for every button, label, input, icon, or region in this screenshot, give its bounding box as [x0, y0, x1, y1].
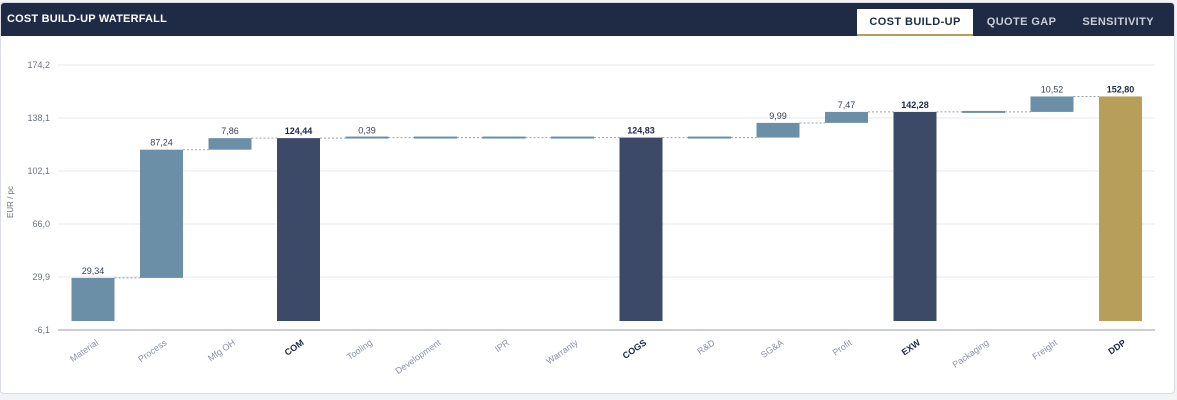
x-tick-label: COM — [283, 337, 306, 357]
bar-ipr — [482, 136, 526, 139]
bar-warranty — [551, 136, 594, 139]
bar-process — [140, 149, 183, 278]
x-tick-label: IPR — [493, 337, 511, 354]
bar-layer — [71, 96, 1142, 322]
waterfall-panel: COST BUILD-UP WATERFALL COST BUILD-UP QU… — [0, 2, 1175, 394]
x-tick-label: R&D — [695, 337, 717, 356]
bar-material — [71, 277, 115, 322]
view-tabs: COST BUILD-UP QUOTE GAP SENSITIVITY — [855, 9, 1166, 36]
y-axis-label: EUR / pc — [6, 186, 15, 218]
bar-cogs — [619, 137, 663, 322]
x-tick-label: Warranty — [544, 337, 580, 366]
data-label: 9,99 — [769, 111, 787, 121]
x-tick-label: SG&A — [759, 337, 785, 360]
bar-freight — [1030, 96, 1074, 112]
connector-layer — [114, 95, 1099, 279]
bar-r-d — [688, 136, 731, 139]
grid-layer: 174,2 138,1 102,1 66,0 29,9 -6,1 — [27, 60, 1155, 335]
x-tick-label: EXW — [900, 337, 923, 357]
x-tick-label: DDP — [1106, 337, 1127, 356]
data-label: 142,28 — [901, 100, 929, 110]
panel-header: COST BUILD-UP WATERFALL COST BUILD-UP QU… — [1, 3, 1174, 36]
y-tick-label: 138,1 — [27, 113, 50, 123]
x-tick-label: Development — [393, 337, 443, 376]
x-tick-label: Packaging — [950, 337, 990, 369]
panel-title: COST BUILD-UP WATERFALL — [7, 13, 168, 25]
y-tick-label: 174,2 — [27, 60, 50, 70]
x-tick-label: Mfg OH — [206, 337, 237, 363]
data-label: 87,24 — [150, 138, 173, 148]
bar-profit — [825, 111, 868, 123]
data-label: 124,44 — [285, 126, 313, 136]
x-tick-label: Tooling — [345, 337, 374, 362]
data-label: 124,83 — [627, 126, 655, 136]
y-tick-label: 29,9 — [32, 272, 50, 282]
bar-development — [414, 136, 457, 139]
y-tick-label: 66,0 — [32, 219, 50, 229]
x-tick-label: Profit — [831, 337, 854, 358]
data-label: 29,34 — [82, 266, 105, 276]
bar-exw — [893, 111, 937, 322]
x-tick-label: COGS — [621, 337, 648, 360]
bar-mfg-oh — [208, 138, 252, 150]
y-tick-label: -6,1 — [34, 325, 50, 335]
tab-cost-build-up[interactable]: COST BUILD-UP — [857, 9, 973, 36]
label-layer: 29,34 Material 87,24 Process 7,86 Mfg OH 124,4… — [68, 84, 1134, 376]
tab-quote-gap[interactable]: QUOTE GAP — [986, 16, 1057, 28]
bar-com — [277, 138, 320, 322]
data-label: 7,47 — [838, 100, 856, 110]
bar-tooling — [345, 136, 389, 139]
x-tick-label: Process — [136, 337, 169, 364]
data-label: 0,39 — [358, 126, 376, 136]
x-tick-label: Freight — [1030, 337, 1059, 362]
bar-sg-a — [756, 122, 800, 138]
data-label: 152,80 — [1107, 84, 1135, 94]
bar-packaging — [962, 110, 1005, 113]
data-label: 10,52 — [1041, 84, 1064, 94]
x-tick-label: Material — [68, 337, 100, 364]
tab-sensitivity[interactable]: SENSITIVITY — [1082, 16, 1154, 28]
bar-ddp — [1099, 96, 1142, 322]
data-label: 7,86 — [221, 126, 239, 136]
y-tick-label: 102,1 — [27, 166, 50, 176]
